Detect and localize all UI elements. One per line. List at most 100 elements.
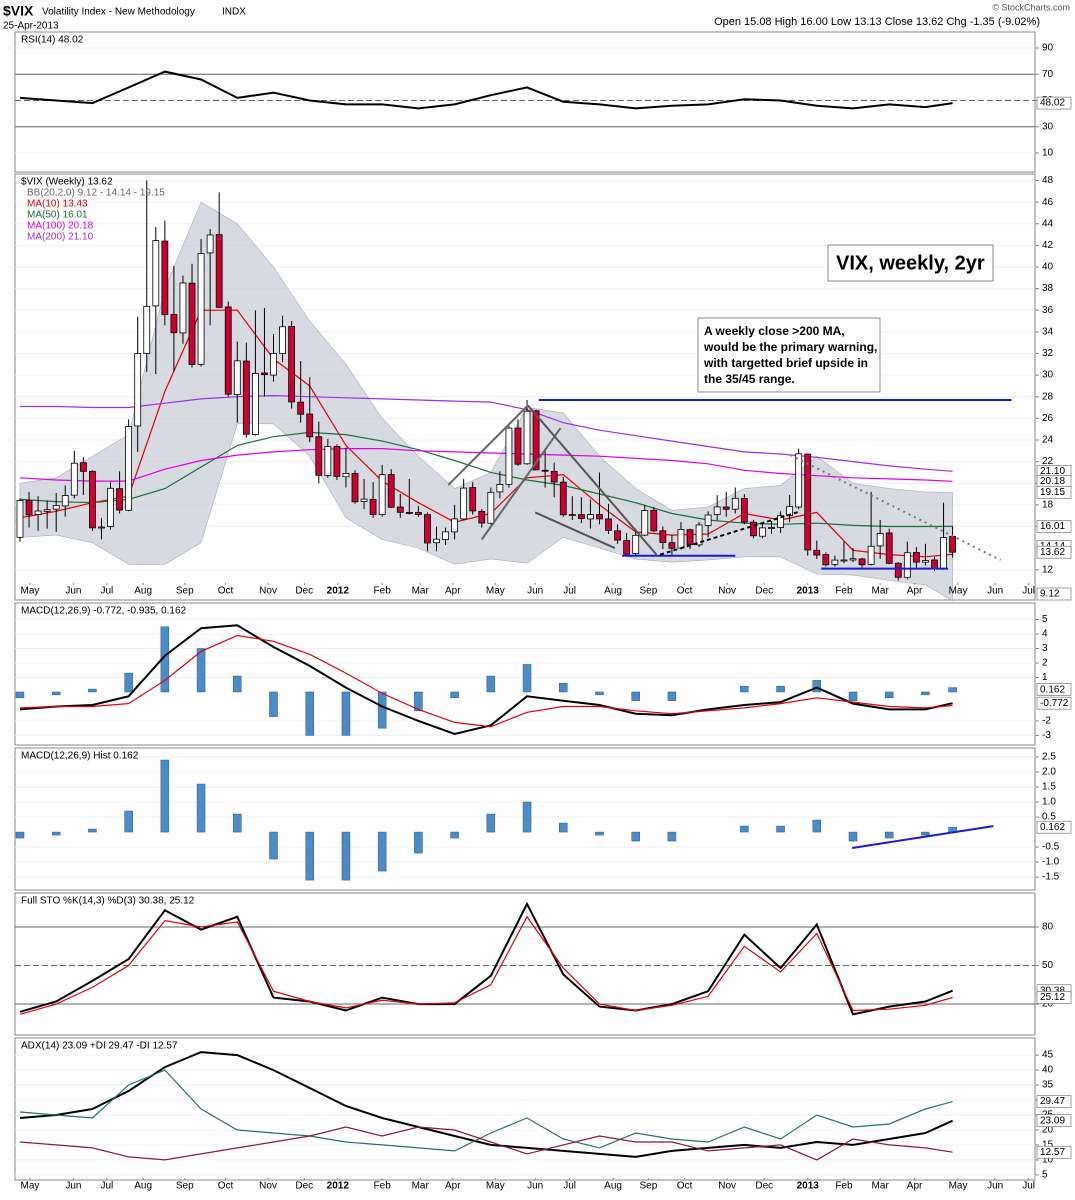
candle-body	[487, 491, 495, 524]
hist-bar	[884, 831, 894, 839]
x-tick-label: Aug	[604, 586, 622, 597]
value-tag-label: 20.18	[1040, 476, 1065, 487]
macd-hist-bar	[269, 691, 278, 717]
candle-body	[152, 240, 160, 307]
value-tag-label: 48.02	[1040, 98, 1065, 109]
candle-body	[98, 526, 105, 529]
candle-body	[369, 499, 377, 515]
candle-body	[16, 500, 24, 538]
candle-body	[731, 497, 739, 510]
panel-title: $VIX (Weekly) 13.62	[21, 177, 113, 188]
candle-body	[550, 470, 558, 483]
candle-body	[885, 532, 893, 564]
x-tick-label: Feb	[374, 586, 392, 597]
annotation-line: would be the primary warning,	[703, 340, 877, 354]
candle-body	[396, 506, 404, 513]
indicator-line	[19, 1126, 953, 1161]
candle-body	[297, 401, 305, 415]
annotation-box	[697, 317, 881, 393]
indicator-line	[19, 70, 953, 110]
candle-body	[405, 512, 413, 514]
hist-bar	[559, 822, 568, 833]
x-tick-label: Apr	[445, 1181, 461, 1192]
candle-body	[188, 282, 196, 365]
macd-hist-bar	[15, 691, 25, 699]
candle-body	[867, 545, 875, 565]
indicator-line	[19, 624, 953, 736]
candle-body	[695, 524, 703, 546]
hist-bar	[233, 813, 242, 833]
candle-body	[614, 530, 621, 541]
panel-title: MACD(12,26,9) -0.772, -0.935, 0.162	[21, 606, 187, 617]
candle-body	[52, 504, 60, 510]
panel-title: Full STO %K(14,3) %D(3) 30.38, 25.12	[21, 896, 195, 907]
macd-hist-bar	[667, 691, 677, 701]
y-tick-label: 2	[1042, 658, 1048, 669]
candle-body	[206, 234, 214, 254]
candle-body	[315, 436, 323, 476]
candle-body	[894, 562, 902, 578]
candle-body	[795, 453, 803, 508]
candle-body	[143, 305, 151, 354]
candle-body	[541, 469, 549, 472]
macd-hist-bar	[522, 664, 532, 693]
indicator-line	[19, 915, 953, 1015]
y-tick-label: -0.5	[1042, 842, 1060, 853]
y-tick-label: 20	[1042, 1125, 1054, 1136]
candle-body	[333, 446, 341, 477]
y-tick-label: 48	[1042, 175, 1054, 186]
candle-body	[505, 427, 513, 485]
candle-body	[387, 474, 395, 508]
candle-body	[215, 234, 223, 308]
macd-hist-bar	[450, 691, 459, 699]
candle-body	[777, 515, 784, 528]
x-tick-label: Mar	[872, 1181, 890, 1192]
macd-hist-bar	[776, 685, 785, 693]
y-tick-label: 46	[1042, 197, 1054, 208]
y-tick-label: 12	[1042, 564, 1054, 575]
candle-body	[378, 474, 386, 515]
y-tick-label: 5	[1042, 614, 1048, 625]
y-tick-label: 26	[1042, 413, 1054, 424]
macd-hist-bar	[486, 675, 496, 693]
x-tick-label: Apr	[445, 586, 461, 597]
y-tick-label: 3	[1042, 643, 1048, 654]
candle-body	[79, 462, 87, 472]
index-name: Volatility Index - New Methodology	[42, 7, 195, 18]
value-tag	[1036, 991, 1072, 1004]
hist-bar	[341, 831, 351, 881]
x-tick-label: May	[20, 586, 39, 597]
y-tick-label: 1	[1042, 672, 1048, 683]
y-tick-label: 90	[1042, 43, 1054, 54]
y-tick-label: 1.0	[1042, 797, 1056, 808]
macd-hist-bar	[921, 691, 930, 696]
legend-entry: MA(10) 13.43	[27, 199, 88, 210]
hist-bar	[196, 783, 206, 833]
value-tag-label: 30.38	[1040, 985, 1065, 996]
panel-frame	[14, 892, 1036, 1036]
x-tick-label: Apr	[907, 586, 923, 597]
candle-body	[559, 481, 567, 516]
x-tick-label: Jun	[527, 586, 543, 597]
legend-entry: MA(50) 16.01	[27, 210, 88, 221]
legend-entry: MA(100) 20.18	[27, 221, 94, 232]
candle-body	[605, 518, 612, 531]
candle-body	[686, 529, 694, 545]
candle-body	[351, 473, 359, 503]
value-tag-label: 12.57	[1040, 1147, 1065, 1158]
x-tick-label: Jun	[65, 586, 81, 597]
macd-hist-bar	[305, 691, 314, 736]
legend-entry: MA(200) 21.10	[27, 232, 94, 243]
candle-body	[659, 530, 667, 543]
macd-hist-bar	[414, 691, 423, 712]
hist-bar	[522, 801, 532, 833]
candle-body	[876, 532, 884, 547]
y-tick-label: 10	[1042, 1155, 1054, 1166]
y-tick-label: 1.5	[1042, 782, 1056, 793]
candle-body	[496, 484, 504, 493]
bollinger-band	[19, 201, 953, 602]
x-tick-label: Nov	[259, 1181, 277, 1192]
y-tick-label: 30	[1042, 121, 1054, 132]
y-tick-label: -3	[1042, 730, 1051, 741]
trend-line	[527, 404, 658, 556]
